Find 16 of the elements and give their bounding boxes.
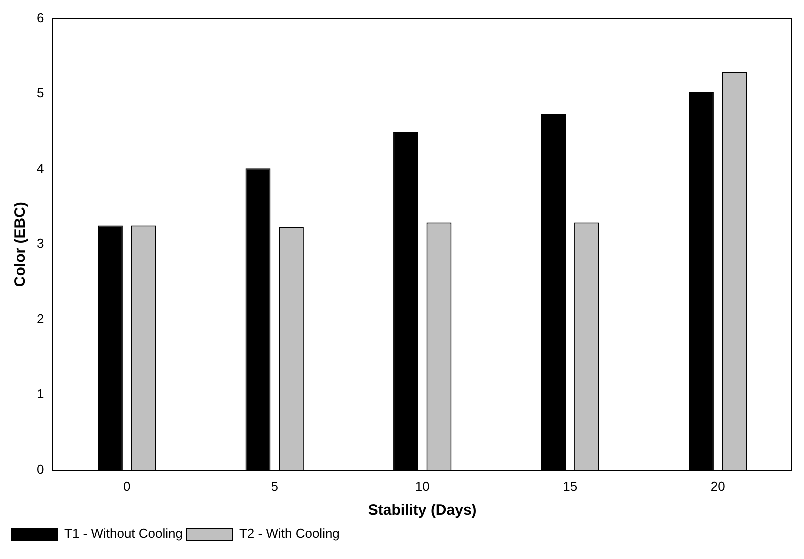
y-tick-label: 0 xyxy=(36,462,44,477)
x-tick-label: 15 xyxy=(563,478,578,494)
x-tick-label: 5 xyxy=(271,478,278,494)
x-tick-label: 20 xyxy=(710,478,726,494)
y-tick-label: 5 xyxy=(36,86,44,101)
legend-label: T2 - With Cooling xyxy=(239,526,340,542)
x-tick-label: 10 xyxy=(415,478,430,494)
y-axis-title: Color (EBC) xyxy=(12,202,30,288)
x-tick-label: 0 xyxy=(123,478,131,494)
y-tick-label: 6 xyxy=(36,10,44,26)
y-tick-label: 1 xyxy=(36,386,44,402)
x-axis-title: Stability (Days) xyxy=(368,502,477,520)
legend-label: T1 - Without Cooling xyxy=(64,526,183,542)
y-tick-label: 4 xyxy=(36,160,44,176)
y-tick-label: 2 xyxy=(36,311,44,326)
y-tick-label: 3 xyxy=(36,236,44,252)
